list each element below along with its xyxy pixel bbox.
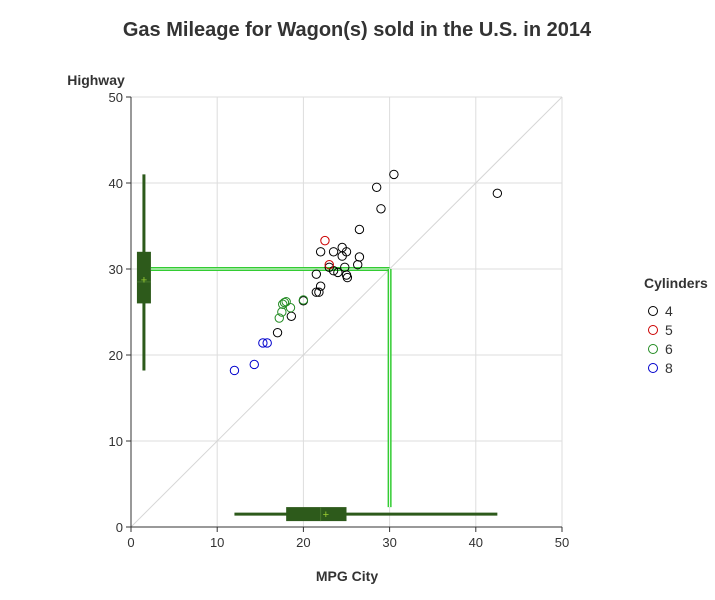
data-point-cyl-6: [277, 307, 287, 317]
data-point-cyl-4: [371, 182, 382, 193]
legend-marker-6: [648, 344, 658, 354]
y-axis-title: Highway: [67, 72, 125, 88]
legend-items: 4 5 6 8: [648, 303, 673, 376]
data-point-cyl-6: [285, 303, 296, 313]
y-boxplot-mean-marker: +: [141, 274, 147, 286]
y-tick-label: 20: [109, 348, 123, 363]
data-point-cyl-6: [298, 295, 309, 305]
chart-title: Gas Mileage for Wagon(s) sold in the U.S…: [123, 19, 592, 41]
data-point-cyl-4: [376, 204, 386, 214]
legend-marker-4: [648, 306, 658, 316]
x-tick-label: 10: [210, 535, 224, 550]
data-point-cyl-4: [354, 252, 365, 262]
grid: [130, 96, 563, 528]
legend-label-6: 6: [665, 341, 673, 357]
x-tick-label: 0: [127, 535, 134, 550]
legend-marker-5: [648, 325, 658, 335]
x-tick-label: 30: [382, 535, 396, 550]
data-point-cyl-4: [272, 327, 283, 338]
x-axis-title: MPG City: [316, 568, 378, 584]
data-point-cyl-4: [286, 311, 297, 321]
data-point-cyl-8: [229, 365, 240, 376]
data-point-cyl-4: [389, 169, 399, 180]
data-point-cyl-5: [324, 260, 334, 270]
y-tick-label: 0: [116, 520, 123, 535]
y-tick-label: 50: [109, 90, 123, 105]
data-point-cyl-4: [328, 247, 339, 257]
data-point-cyl-4: [311, 287, 322, 297]
x-boxplot-mean-marker: +: [323, 509, 329, 521]
legend-label-8: 8: [665, 360, 673, 376]
y-tick-label: 40: [109, 176, 123, 191]
data-point-cyl-4: [333, 267, 343, 278]
data-point-cyl-4: [342, 272, 353, 283]
diagonal-reference-line: [130, 96, 563, 528]
x-tick-label: 20: [296, 535, 310, 550]
x-boxplot-box: [286, 507, 347, 522]
data-point-cyl-6: [279, 297, 290, 308]
data-point-cyl-8: [262, 338, 272, 348]
x-tick-label: 50: [555, 535, 569, 550]
diagonal-line: [130, 96, 563, 528]
legend-label-5: 5: [665, 322, 673, 338]
data-point-cyl-4: [354, 224, 365, 235]
legend-label-4: 4: [665, 303, 673, 319]
data-point-cyl-5: [320, 235, 330, 246]
data-point-cyl-4: [315, 281, 326, 291]
legend: Cylinders 4 5 6 8: [644, 275, 708, 376]
y-boxplot-box: [136, 251, 151, 304]
data-point-cyl-4: [337, 251, 347, 261]
data-point-cyl-4: [314, 287, 324, 297]
marginal-boxplots: ++: [136, 174, 498, 522]
legend-title: Cylinders: [644, 275, 708, 291]
data-point-cyl-4: [315, 247, 326, 257]
data-point-cyl-6: [274, 313, 284, 323]
data-point-cyl-4: [311, 269, 322, 279]
x-tick-label: 40: [469, 535, 483, 550]
data-point-cyl-8: [249, 359, 259, 370]
data-points: [229, 169, 503, 376]
y-tick-label: 30: [109, 262, 123, 277]
data-point-cyl-6: [278, 299, 288, 309]
y-tick-label: 10: [109, 434, 123, 449]
legend-marker-8: [648, 363, 658, 373]
axes: 0 10 20 30 40 50 0 10 20 30 40 50: [109, 90, 570, 550]
data-point-cyl-4: [353, 260, 363, 270]
data-point-cyl-8: [258, 338, 268, 348]
data-point-cyl-4: [492, 188, 503, 199]
mean-reference-lines: [150, 267, 392, 508]
